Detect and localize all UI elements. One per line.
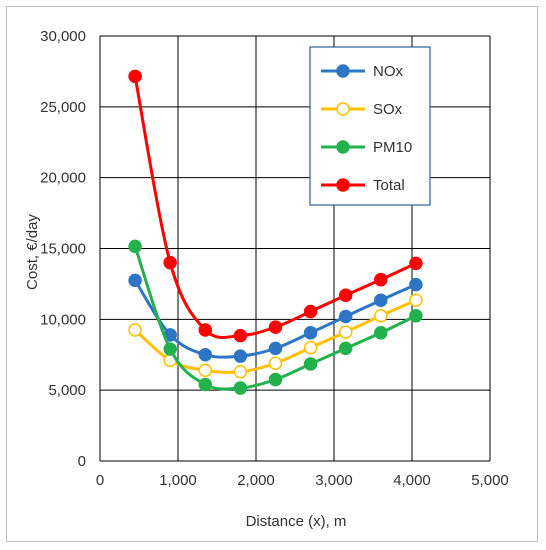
grid-layer: [99, 35, 491, 462]
y-tick-label: 20,000: [40, 170, 86, 187]
data-point-pm10: [374, 326, 388, 340]
data-point-nox: [233, 349, 248, 363]
data-point-total: [374, 272, 388, 287]
chart-frame: [6, 6, 538, 542]
data-point-nox: [303, 326, 318, 340]
data-point-total: [163, 255, 177, 270]
data-point-pm10: [198, 377, 213, 392]
data-point-pm10: [128, 239, 142, 254]
data-point-total: [338, 288, 353, 302]
legend-label-nox: NOx: [373, 63, 404, 80]
y-axis-label: Cost, €/day: [24, 214, 41, 290]
data-point-nox: [268, 341, 283, 356]
series-total: [128, 69, 423, 343]
data-point-sox: [128, 323, 142, 337]
legend: NOx SOx PM10 Total: [309, 46, 431, 206]
data-point-pm10: [303, 357, 318, 371]
legend-item-pm10: PM10: [321, 139, 412, 156]
x-tick-label: 3,000: [315, 472, 353, 489]
x-tick-label: 0: [96, 472, 104, 489]
legend-item-sox: SOx: [321, 101, 403, 118]
y-tick-label: 15,000: [40, 241, 86, 258]
x-tick-label: 4,000: [393, 472, 431, 489]
legend-label-total: Total: [373, 177, 405, 194]
tick-layer: 0 1,000 2,000 3,000 4,000 5,000 0 5,000 10,000 15…: [40, 28, 509, 489]
y-tick-label: 10,000: [40, 311, 86, 328]
series-nox: [128, 273, 423, 363]
y-tick-label: 30,000: [40, 28, 86, 45]
data-point-pm10: [268, 372, 283, 387]
data-point-nox: [198, 348, 213, 362]
legend-marker-pm10: [336, 140, 350, 154]
data-point-total: [198, 323, 213, 337]
data-point-sox: [409, 293, 423, 307]
x-tick-label: 1,000: [159, 472, 197, 489]
data-point-total: [303, 304, 318, 319]
data-point-sox: [198, 363, 213, 378]
data-point-sox: [303, 340, 318, 355]
y-tick-label: 25,000: [40, 99, 86, 116]
data-point-sox: [374, 309, 388, 323]
x-tick-label: 5,000: [471, 472, 509, 489]
data-point-sox: [268, 356, 283, 370]
data-point-total: [128, 69, 142, 84]
y-tick-label: 0: [78, 453, 86, 470]
data-point-pm10: [338, 341, 353, 356]
data-point-nox: [128, 273, 142, 288]
legend-marker-total: [336, 178, 350, 192]
data-point-nox: [409, 277, 423, 292]
y-tick-label: 5,000: [48, 382, 86, 399]
x-axis-label: Distance (x), m: [246, 513, 347, 530]
legend-label-pm10: PM10: [373, 139, 412, 156]
data-point-sox: [338, 325, 353, 339]
legend-marker-nox: [336, 64, 350, 78]
data-point-nox: [338, 309, 353, 324]
series-pm10: [128, 239, 423, 395]
x-tick-label: 2,000: [237, 472, 275, 489]
data-point-nox: [374, 293, 388, 307]
legend-box: [309, 46, 431, 206]
data-point-pm10: [233, 381, 248, 395]
data-point-total: [233, 328, 248, 343]
legend-marker-sox: [336, 102, 350, 116]
data-point-pm10: [163, 342, 177, 356]
legend-label-sox: SOx: [373, 101, 403, 118]
data-point-sox: [233, 365, 248, 379]
data-point-pm10: [409, 309, 423, 323]
series-layer: [128, 69, 423, 395]
data-point-total: [268, 320, 283, 334]
legend-item-total: Total: [321, 177, 405, 194]
data-point-total: [409, 256, 423, 271]
legend-item-nox: NOx: [321, 63, 404, 80]
